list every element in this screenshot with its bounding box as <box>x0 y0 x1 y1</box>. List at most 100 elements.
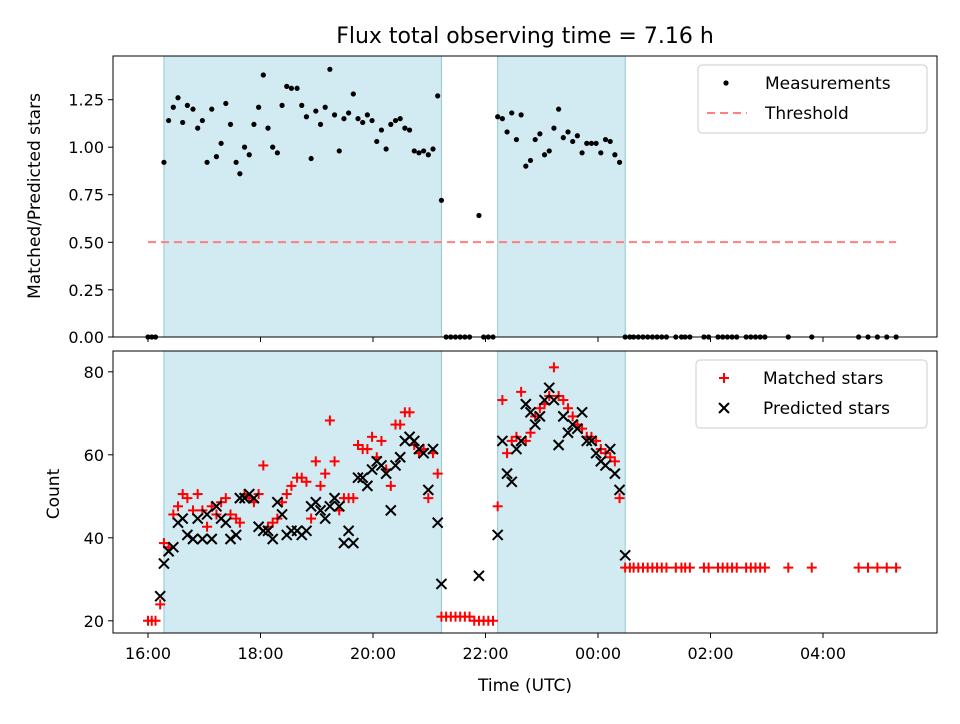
data-point <box>534 410 546 423</box>
bottom-y-axis-label: Count <box>44 468 64 519</box>
data-point <box>218 140 224 146</box>
data-point <box>552 439 565 451</box>
data-point <box>192 489 203 500</box>
data-point <box>260 72 266 78</box>
data-point <box>300 525 313 537</box>
data-point <box>375 459 388 472</box>
data-point <box>491 529 504 541</box>
data-point <box>320 468 331 479</box>
data-point <box>184 102 190 108</box>
axes-frame <box>112 350 938 634</box>
data-point <box>473 570 485 582</box>
data-point <box>314 504 327 517</box>
data-point <box>548 394 560 406</box>
data-point <box>166 117 172 124</box>
data-point <box>548 362 559 373</box>
y-tick-label: 20 <box>84 612 104 631</box>
data-point <box>154 590 166 602</box>
data-point <box>759 562 770 573</box>
data-point <box>509 110 515 116</box>
x-axis-label: Time (UTC) <box>477 676 572 696</box>
data-point <box>346 110 352 116</box>
data-point <box>270 144 276 150</box>
x-tick-label: 04:00 <box>800 644 846 663</box>
legend: Matched stars Predicted stars <box>695 359 928 429</box>
data-point <box>210 500 223 513</box>
data-point <box>579 150 585 156</box>
data-point <box>551 125 557 131</box>
data-point <box>352 471 364 484</box>
data-point <box>499 116 505 122</box>
data-point <box>191 512 204 525</box>
data-point <box>431 516 444 529</box>
data-point <box>496 435 509 447</box>
data-point <box>661 562 672 573</box>
data-point <box>430 146 436 152</box>
data-point <box>256 104 262 110</box>
data-point <box>571 422 584 435</box>
data-point <box>558 395 569 406</box>
data-point <box>376 435 387 446</box>
data-point <box>196 533 209 545</box>
x-tick-label: 02:00 <box>687 644 733 663</box>
data-point <box>161 159 167 165</box>
data-point <box>422 484 435 496</box>
data-point <box>301 476 312 487</box>
data-point <box>342 525 355 537</box>
data-point <box>543 382 555 394</box>
data-point <box>350 91 356 97</box>
data-point <box>201 508 213 521</box>
data-point <box>331 112 338 118</box>
data-point <box>532 136 538 143</box>
data-point <box>241 144 248 150</box>
x-tick-label: 18:00 <box>237 644 283 663</box>
data-point <box>328 492 341 504</box>
data-point <box>276 508 288 521</box>
x-tick-label: 00:00 <box>575 644 621 663</box>
data-point <box>233 159 239 165</box>
data-point <box>170 104 176 110</box>
data-point <box>158 557 170 570</box>
data-point <box>593 140 599 146</box>
data-point <box>537 131 543 137</box>
data-point <box>327 66 333 72</box>
data-point <box>310 496 322 508</box>
x-tick-label: 20:00 <box>350 644 396 663</box>
data-point <box>590 447 602 459</box>
data-point <box>684 562 695 573</box>
y-tick-label: 0.75 <box>68 186 104 205</box>
legend-box <box>695 359 928 429</box>
data-point <box>234 517 245 528</box>
data-point <box>783 562 794 573</box>
data-point <box>338 537 350 549</box>
data-point <box>367 431 378 442</box>
data-point <box>317 121 324 127</box>
data-point <box>150 615 161 626</box>
data-point <box>529 418 541 431</box>
top-y-axis-label: Matched/Predicted stars <box>25 93 45 299</box>
data-point <box>303 114 310 120</box>
data-point <box>182 493 193 504</box>
x-tick-label: 16:00 <box>125 644 171 663</box>
data-point <box>576 406 588 419</box>
data-point <box>271 496 284 508</box>
data-point <box>504 129 510 135</box>
data-point <box>355 116 361 122</box>
data-point <box>204 159 210 165</box>
data-point <box>616 159 623 165</box>
data-point <box>361 480 374 492</box>
data-point <box>181 529 194 541</box>
shaded-interval-2 <box>497 350 626 634</box>
data-point <box>565 129 571 135</box>
series-measurements <box>145 66 899 340</box>
data-point <box>347 537 360 549</box>
legend-label: Threshold <box>764 104 849 124</box>
data-point <box>385 480 396 491</box>
data-point <box>262 525 274 537</box>
y-tick-label: 0.25 <box>68 281 104 300</box>
data-point <box>369 117 375 124</box>
data-point <box>286 480 297 491</box>
data-point <box>421 148 427 154</box>
data-point <box>248 492 260 504</box>
data-point <box>501 467 513 480</box>
